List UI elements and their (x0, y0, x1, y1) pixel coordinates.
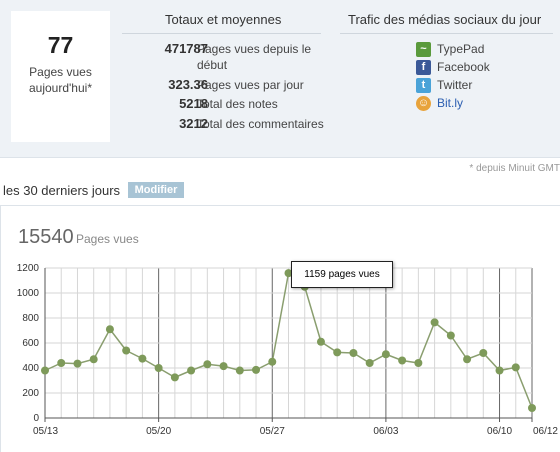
chart-tooltip: 1159 pages vues (291, 261, 393, 288)
data-point (463, 355, 472, 364)
data-point (446, 331, 455, 340)
chart-panel (0, 205, 560, 452)
today-count: 77 (47, 32, 74, 58)
data-point (89, 355, 98, 364)
data-point (138, 354, 147, 363)
data-point (73, 359, 82, 368)
social-item-label: Facebook (437, 60, 490, 74)
today-box: 77 Pages vues aujourd'hui* (11, 11, 110, 142)
data-point (349, 349, 358, 357)
data-point (381, 350, 390, 359)
typepad-icon: ~ (416, 42, 431, 57)
data-point (495, 366, 504, 375)
facebook-icon: f (416, 60, 431, 75)
y-tick-label: 0 (33, 413, 39, 424)
data-point (203, 360, 212, 369)
data-point (479, 349, 488, 357)
social-item-label: TypePad (437, 42, 485, 56)
period-label: les 30 derniers jours (3, 183, 121, 198)
social-item-label: Twitter (437, 78, 473, 92)
data-point (122, 346, 131, 355)
y-tick-label: 200 (22, 388, 39, 399)
x-tick-label: 06/12 (533, 426, 558, 437)
data-point (268, 357, 277, 366)
stat-value: 471787 (164, 41, 208, 56)
data-point (414, 359, 423, 367)
x-tick-label: 05/13 (33, 426, 58, 437)
data-point (398, 356, 407, 365)
twitter-icon: t (416, 78, 431, 93)
stat-value: 5218 (179, 96, 208, 111)
stat-value: 323.36 (168, 77, 208, 92)
chart-total-value: 15540 (18, 226, 74, 248)
x-tick-label: 05/20 (146, 426, 171, 437)
stat-label: Pages vues par jour (197, 78, 304, 92)
data-point (57, 359, 66, 367)
data-point (235, 366, 244, 375)
data-point (154, 364, 163, 372)
bitly-icon: ☺ (416, 96, 431, 111)
y-tick-label: 400 (22, 363, 39, 374)
data-point (170, 373, 179, 382)
stat-label: Total des notes (197, 97, 278, 111)
footnote: * depuis Minuit GMT (469, 163, 560, 174)
data-point (511, 363, 520, 372)
bitly-link[interactable]: Bit.ly (437, 96, 464, 110)
data-point (219, 362, 228, 371)
data-point (365, 359, 374, 367)
y-tick-label: 1000 (17, 288, 40, 299)
x-tick-label: 06/03 (373, 426, 398, 437)
x-tick-label: 05/27 (260, 426, 285, 437)
x-tick-label: 06/10 (487, 426, 512, 437)
data-point (41, 366, 49, 375)
today-label: Pages vues aujourd'hui* (28, 65, 92, 95)
social-divider (340, 33, 553, 34)
stat-label: Total des commentaires (197, 117, 324, 131)
social-title: Trafic des médias sociaux du jour (348, 12, 542, 27)
y-tick-label: 600 (22, 338, 39, 349)
stats-panel: 77 Pages vues aujourd'hui* Totaux et moy… (0, 0, 560, 158)
data-point (316, 337, 325, 346)
totals-divider (122, 33, 321, 34)
y-tick-label: 1200 (17, 263, 40, 274)
data-point (187, 366, 196, 375)
data-point (105, 325, 114, 334)
data-point (528, 404, 536, 412)
y-tick-label: 800 (22, 313, 39, 324)
data-point (333, 348, 342, 357)
data-point (252, 365, 261, 374)
stat-label: Pages vues depuis le début (197, 42, 312, 72)
totals-title: Totaux et moyennes (165, 12, 282, 27)
stat-value: 3212 (179, 116, 208, 131)
chart-total-label: Pages vues (76, 232, 139, 246)
modify-button[interactable]: Modifier (128, 182, 184, 198)
data-point (284, 269, 293, 278)
data-point (430, 318, 439, 327)
